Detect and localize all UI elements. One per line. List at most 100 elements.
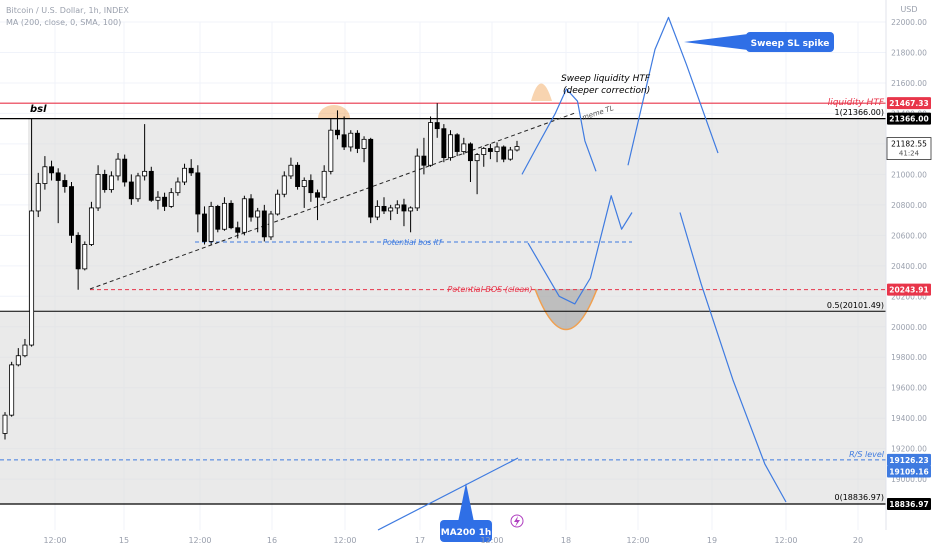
price-badge-text: 19126.23 (889, 456, 928, 465)
candle-down (368, 138, 374, 218)
potential-bos-label: Potential BOS (clean) (447, 285, 532, 294)
y-tick-label: 22000.00 (891, 18, 927, 27)
projection-paths (521, 16, 787, 503)
candle-down (335, 129, 340, 136)
projection-path (627, 16, 719, 166)
candle-down (188, 167, 194, 174)
liquidity-htf-label: liquidity HTF (828, 98, 885, 108)
time-axis: 12:00 15 12:00 16 12:00 17 12:00 18 12:00 19 12:00… (43, 536, 863, 545)
candle-up (408, 207, 414, 212)
candle-up (268, 213, 274, 238)
candle-up (9, 364, 15, 416)
fib-0-label: 0(18836.97) (834, 493, 884, 502)
candle-up (15, 355, 21, 366)
candle-up (374, 205, 380, 218)
candle-up (281, 175, 287, 195)
y-tick-label: 20000.00 (891, 323, 927, 332)
meme-trendline (89, 112, 576, 290)
y-tick-label: 19600.00 (891, 384, 927, 393)
candle-up (288, 164, 294, 177)
candle-up (321, 170, 327, 198)
sweep-label: Sweep liquidity HTF (561, 74, 651, 84)
projection-path (679, 212, 787, 503)
callout-ma-box (440, 520, 492, 542)
candle-down (315, 192, 320, 198)
candle-up (255, 210, 261, 218)
x-tick-label: 20 (853, 536, 863, 545)
candle-down (235, 227, 241, 233)
candle-down (441, 128, 447, 159)
drawing-shapes (318, 83, 598, 331)
candle-down (421, 155, 427, 166)
price-axis: USD22000.0021800.0021600.0021400.0021200… (885, 0, 932, 550)
price-badge (887, 498, 931, 510)
x-tick-label: 12:00 (480, 536, 503, 545)
candle-down (401, 204, 407, 212)
rs-level-label: R/S level (849, 450, 885, 459)
price-badge-text: 21366.00 (889, 115, 928, 124)
y-tick-label: 19800.00 (891, 353, 927, 362)
candle-up (35, 183, 41, 212)
indicator-legend[interactable]: MA (200, close, 0, SMA, 100) (6, 18, 122, 27)
candle-down (162, 196, 168, 207)
candle-down (69, 186, 74, 236)
candle-up (135, 175, 141, 200)
callout-ma-text: MA200 1h (441, 528, 492, 538)
candle-up (481, 148, 487, 155)
candles[interactable] (2, 103, 520, 440)
x-tick-label: 12:00 (43, 536, 66, 545)
candle-down (354, 132, 360, 149)
candle-up (22, 344, 28, 357)
countdown-text: 41:24 (899, 150, 920, 158)
candle-up (142, 170, 148, 177)
candle-up (29, 210, 35, 346)
candle-down (228, 202, 234, 229)
flash-icon (510, 514, 524, 528)
candle-down (341, 134, 347, 148)
candle-up (82, 244, 88, 270)
price-badge (887, 283, 931, 296)
sweep-highlight-left (318, 105, 350, 118)
fib-1-label: 1(21366.00) (834, 108, 884, 117)
candle-up (175, 181, 181, 194)
candle-up (208, 205, 214, 242)
current-price-badge (886, 137, 932, 160)
candle-down (195, 172, 201, 215)
candle-up (42, 166, 48, 184)
candle-up (507, 149, 513, 160)
candle-up (2, 414, 8, 434)
candle-down (248, 198, 254, 218)
y-tick-label: 20200.00 (891, 292, 927, 301)
candle-up (88, 207, 94, 245)
x-tick-label: 12:00 (774, 536, 797, 545)
sweep-highlight-right (531, 83, 552, 101)
candle-down (501, 146, 507, 160)
projection-path (521, 88, 597, 175)
y-tick-label: 20400.00 (891, 262, 927, 271)
candle-up (494, 146, 500, 152)
y-tick-label: 21600.00 (891, 79, 927, 88)
candle-up (115, 158, 121, 177)
candle-down (62, 180, 68, 187)
candle-down (261, 210, 267, 238)
projection-path (527, 195, 633, 305)
candle-down (308, 180, 314, 194)
symbol-legend[interactable]: Bitcoin / U.S. Dollar, 1h, INDEX (6, 6, 129, 15)
x-tick-label: 15 (119, 536, 129, 545)
price-badge (887, 465, 931, 478)
price-badge (887, 453, 931, 466)
candle-up (155, 196, 161, 201)
x-tick-label: 18 (561, 536, 571, 545)
fib-05-label: 0.5(20101.49) (827, 301, 884, 310)
candle-up (474, 154, 480, 162)
y-tick-label: 21000.00 (891, 170, 927, 179)
price-badge-text: 21467.33 (889, 99, 928, 108)
y-tick-label: 19400.00 (891, 414, 927, 423)
ma-callout-pointer (458, 483, 474, 522)
candle-up (428, 122, 434, 166)
sweep-label-sub: (deeper correction) (563, 86, 650, 96)
candle-up (182, 167, 187, 183)
candle-up (95, 173, 101, 209)
x-tick-label: 12:00 (626, 536, 649, 545)
